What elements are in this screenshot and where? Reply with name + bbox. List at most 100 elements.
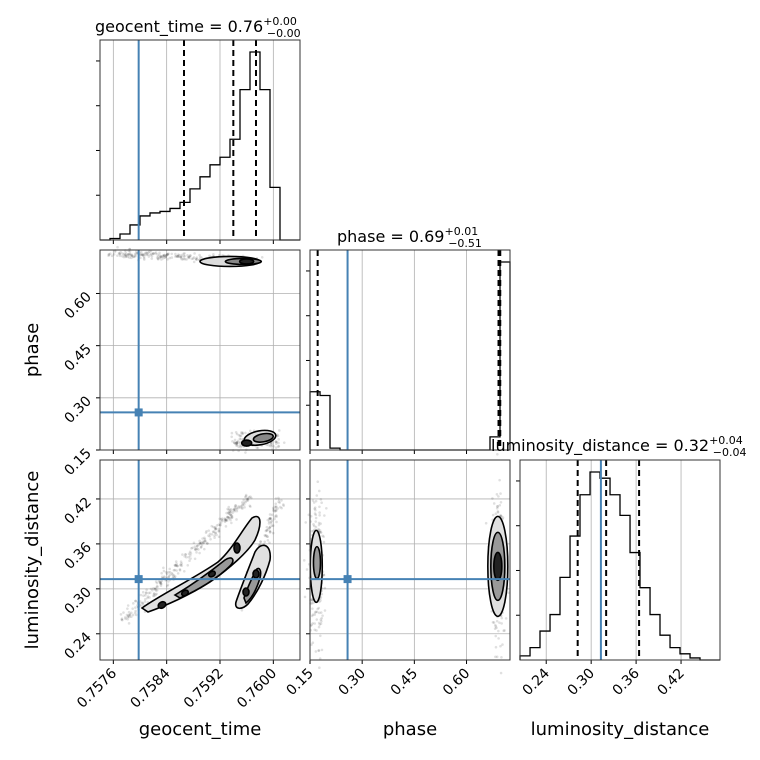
sample-point bbox=[219, 523, 222, 527]
sample-point bbox=[272, 508, 276, 511]
sample-point bbox=[159, 255, 162, 259]
sample-point bbox=[107, 252, 111, 256]
sample-point bbox=[198, 541, 202, 545]
sample-point bbox=[276, 507, 280, 510]
sample-point bbox=[159, 581, 162, 585]
sample-point bbox=[268, 526, 271, 530]
sample-point bbox=[130, 611, 133, 615]
sample-point bbox=[165, 584, 169, 588]
sample-point bbox=[119, 250, 122, 254]
sample-point bbox=[200, 256, 203, 259]
sample-point bbox=[227, 508, 231, 511]
sample-point bbox=[118, 252, 121, 256]
sample-point bbox=[217, 535, 221, 539]
sample-point bbox=[166, 252, 170, 256]
sample-point bbox=[270, 513, 274, 517]
sample-point bbox=[212, 530, 216, 533]
sample-point bbox=[319, 618, 323, 621]
ylabel-luminosity-distance: luminosity_distance bbox=[22, 471, 43, 650]
sample-point bbox=[321, 614, 324, 617]
sample-point bbox=[224, 518, 227, 522]
sample-point bbox=[499, 644, 502, 648]
sample-point bbox=[151, 588, 154, 592]
sample-point bbox=[142, 603, 145, 606]
sample-point bbox=[274, 508, 278, 511]
sample-point bbox=[197, 548, 200, 551]
sample-point bbox=[200, 543, 204, 547]
sample-point bbox=[152, 592, 156, 596]
sample-point bbox=[121, 618, 124, 622]
sample-point bbox=[131, 613, 135, 617]
sample-point bbox=[139, 593, 143, 597]
sample-point bbox=[310, 599, 314, 602]
sample-point bbox=[174, 560, 178, 563]
sample-point bbox=[313, 512, 317, 515]
sample-point bbox=[213, 528, 217, 531]
panel-frame bbox=[99, 459, 301, 661]
sample-point bbox=[243, 495, 247, 499]
sample-point bbox=[240, 506, 244, 509]
sample-point bbox=[155, 584, 159, 588]
sample-point bbox=[131, 602, 135, 605]
sample-point bbox=[239, 437, 243, 441]
sample-point bbox=[176, 572, 180, 575]
sample-point bbox=[269, 517, 273, 520]
sample-point bbox=[135, 251, 138, 255]
sample-point bbox=[134, 613, 138, 617]
sample-point bbox=[319, 599, 322, 602]
sample-point bbox=[154, 593, 157, 596]
sample-point bbox=[494, 512, 498, 516]
sample-point bbox=[164, 571, 168, 574]
truth-marker bbox=[343, 575, 352, 584]
sample-point bbox=[162, 254, 165, 257]
x-tick-label: 0.30 bbox=[565, 666, 598, 699]
sample-point bbox=[173, 575, 177, 578]
sample-point bbox=[232, 508, 236, 511]
sample-point bbox=[233, 507, 236, 511]
sample-point bbox=[181, 258, 185, 261]
sample-point bbox=[193, 557, 197, 561]
sample-point bbox=[491, 513, 495, 517]
sample-point bbox=[314, 508, 317, 512]
sample-point bbox=[494, 634, 498, 638]
sample-point bbox=[316, 480, 320, 484]
sample-point bbox=[180, 257, 183, 261]
sample-point bbox=[224, 519, 227, 523]
sample-point bbox=[174, 252, 177, 256]
sample-point bbox=[167, 252, 170, 255]
sample-point bbox=[189, 552, 193, 555]
sample-point bbox=[161, 254, 165, 258]
sample-point bbox=[166, 253, 170, 256]
sample-point bbox=[239, 506, 242, 509]
sample-point bbox=[249, 495, 252, 498]
sample-point bbox=[269, 520, 273, 524]
sample-point bbox=[495, 619, 499, 623]
sample-point bbox=[168, 573, 172, 577]
sample-point bbox=[189, 254, 192, 257]
sample-point bbox=[116, 254, 119, 257]
sample-point bbox=[278, 501, 282, 504]
sample-point bbox=[153, 587, 157, 591]
sample-point bbox=[495, 493, 499, 496]
sample-point bbox=[130, 256, 133, 260]
sample-point bbox=[197, 543, 200, 547]
sample-point bbox=[193, 548, 197, 552]
sample-point bbox=[227, 511, 230, 514]
sample-point bbox=[264, 533, 268, 537]
sample-point bbox=[183, 257, 187, 261]
sample-point bbox=[131, 607, 134, 610]
sample-point bbox=[268, 517, 272, 520]
sample-point bbox=[193, 547, 197, 551]
sample-point bbox=[499, 514, 503, 518]
sample-point bbox=[161, 256, 165, 260]
sample-point bbox=[274, 442, 278, 445]
sample-point bbox=[248, 504, 252, 508]
sample-point bbox=[213, 526, 217, 529]
sample-point bbox=[496, 505, 500, 508]
sample-point bbox=[126, 617, 129, 621]
sample-point bbox=[274, 497, 278, 500]
xlabel-geocent-time: geocent_time bbox=[139, 719, 262, 740]
sample-point bbox=[318, 623, 322, 626]
sample-point bbox=[133, 255, 137, 258]
sample-point bbox=[188, 255, 191, 258]
